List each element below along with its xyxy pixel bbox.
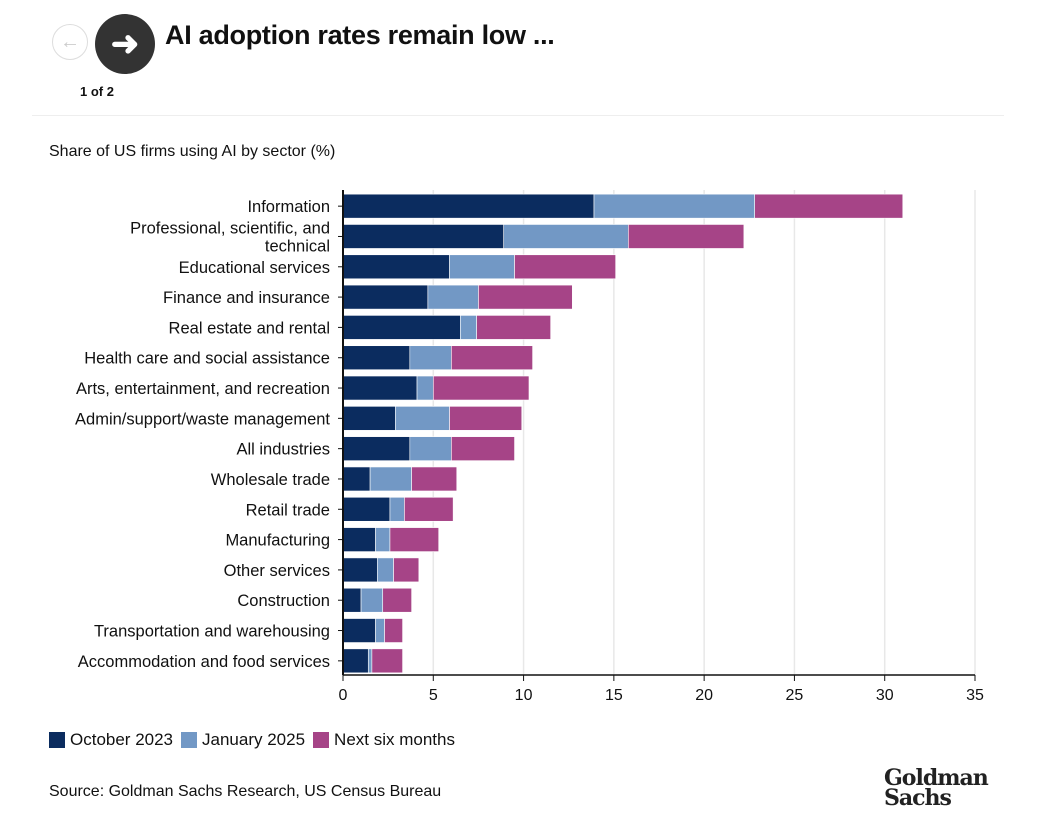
bar-segment <box>342 436 411 461</box>
y-tick-label: Accommodation and food services <box>78 653 330 671</box>
bar-segment <box>342 618 376 643</box>
bar-segment <box>754 193 904 219</box>
y-tick-label: Wholesale trade <box>211 471 330 489</box>
bar-segment <box>375 527 391 552</box>
bar-segment <box>432 375 530 401</box>
bar-segment <box>393 557 420 583</box>
bar-segment <box>593 193 756 219</box>
y-tick-label: Finance and insurance <box>163 289 330 307</box>
bar-segment <box>342 496 391 522</box>
chart-title: Share of US firms using AI by sector (%) <box>49 143 336 160</box>
x-tick-label: 20 <box>695 687 713 704</box>
x-tick-label: 5 <box>429 687 438 704</box>
bar-segment <box>503 224 629 249</box>
legend-item: January 2025 <box>181 730 305 750</box>
bar-segment <box>342 193 595 219</box>
bar-segment <box>342 224 505 249</box>
bar-segment <box>360 587 384 613</box>
bar-segment <box>369 466 412 492</box>
bar-segment <box>342 345 411 371</box>
bar-segment <box>371 648 403 674</box>
previous-button[interactable]: ← <box>52 24 88 60</box>
x-tick-label: 35 <box>966 687 984 704</box>
bar-segment <box>382 587 412 613</box>
y-tick-label: Construction <box>237 592 330 610</box>
page-title: AI adoption rates remain low ... <box>165 20 555 50</box>
y-tick-label: Transportation and warehousing <box>94 623 330 641</box>
legend-label: Next six months <box>334 730 455 749</box>
divider <box>32 115 1004 116</box>
bar-segment <box>367 648 373 674</box>
y-tick-label: Arts, entertainment, and recreation <box>76 380 330 398</box>
bar-segment <box>342 587 362 613</box>
y-tick-label: Health care and social assistance <box>84 350 330 368</box>
y-tick-label: Retail trade <box>246 501 330 519</box>
pager-count: 1 of 2 <box>80 84 114 99</box>
bar-segment <box>628 224 745 249</box>
bar-segment <box>449 254 515 280</box>
bar-segment <box>409 436 452 461</box>
x-tick-label: 0 <box>339 687 348 704</box>
bar-segment <box>389 496 405 522</box>
legend-label: October 2023 <box>70 730 174 749</box>
y-tick-label: Manufacturing <box>225 532 330 550</box>
bar-segment <box>389 527 440 552</box>
next-button[interactable]: ➜ <box>95 14 155 74</box>
bar-chart: Information Professional, scientific, and… <box>75 190 984 704</box>
bar-segment <box>409 345 452 371</box>
y-tick-label: All industries <box>236 441 330 459</box>
bar-segment <box>342 466 371 492</box>
x-tick-label: 25 <box>786 687 804 704</box>
bar-segment <box>451 345 533 371</box>
bar-segment <box>342 648 369 674</box>
y-tick-label: Admin/support/waste management <box>75 410 330 428</box>
bar-segment <box>478 284 573 310</box>
bar-segment <box>342 375 418 401</box>
bar-segment <box>427 284 479 310</box>
bar-segment <box>460 315 477 340</box>
legend-swatch <box>49 732 65 748</box>
arrow-left-icon: ← <box>60 30 80 53</box>
bar-segment <box>384 618 403 643</box>
x-tick-label: 10 <box>515 687 533 704</box>
goldman-sachs-logo: Goldman Sachs <box>884 765 989 811</box>
legend-swatch <box>181 732 198 748</box>
bar-segment <box>375 618 385 643</box>
bar-segment <box>342 406 396 431</box>
bar-segment <box>449 406 523 431</box>
y-tick-label: Professional, scientific, and technical <box>130 219 330 255</box>
y-tick-label: Real estate and rental <box>169 319 330 337</box>
legend-item: October 2023 <box>49 730 173 750</box>
bar-segment <box>451 436 515 461</box>
bar-segment <box>342 284 429 310</box>
bar-segment <box>342 254 450 280</box>
legend-label: January 2025 <box>202 730 306 749</box>
bar-segment <box>404 496 454 522</box>
legend: October 2023 January 2025 Next six month… <box>49 730 455 750</box>
legend-item: Next six months <box>313 730 455 750</box>
bar-segment <box>342 527 376 552</box>
legend-swatch <box>313 732 330 748</box>
y-tick-label: Other services <box>224 562 330 580</box>
bar-segment <box>514 254 616 280</box>
bar-segment <box>411 466 458 492</box>
bar-segment <box>476 315 551 340</box>
bar-segment <box>416 375 434 401</box>
y-tick-label: Information <box>247 198 330 216</box>
x-tick-label: 15 <box>605 687 623 704</box>
bar-segment <box>377 557 394 583</box>
x-tick-label: 30 <box>876 687 894 704</box>
y-tick-label: Educational services <box>179 259 330 277</box>
source-note: Source: Goldman Sachs Research, US Censu… <box>49 783 442 800</box>
arrow-right-icon: ➜ <box>110 25 140 63</box>
bar-segment <box>342 557 378 583</box>
bar-segment <box>342 315 461 340</box>
bar-segment <box>395 406 450 431</box>
